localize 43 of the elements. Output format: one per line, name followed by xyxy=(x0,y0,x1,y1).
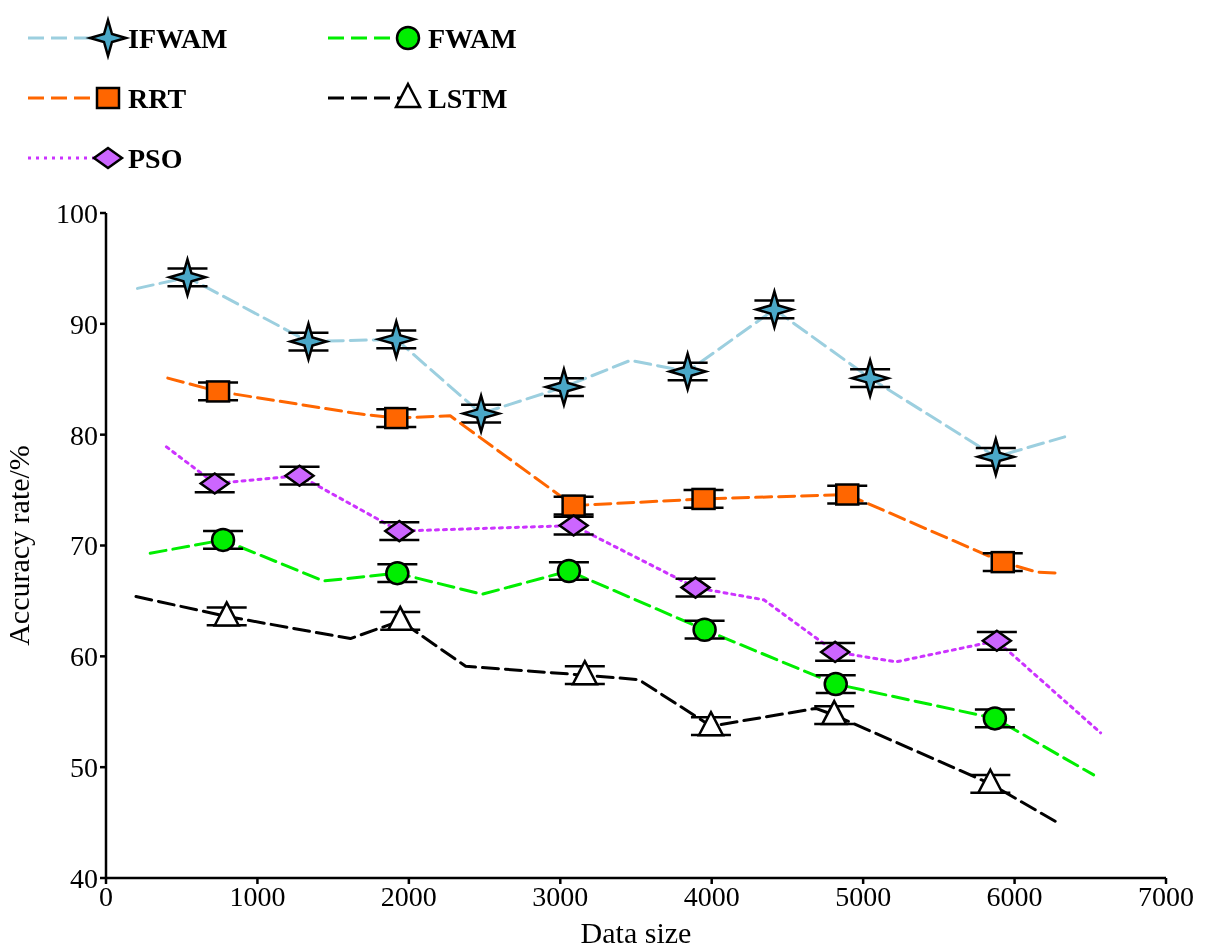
y-tick-label: 40 xyxy=(70,862,98,894)
x-tick-label: 1000 xyxy=(229,880,286,912)
point xyxy=(210,527,236,553)
y-axis-title: Accuracy rate/% xyxy=(1,445,35,646)
point xyxy=(205,380,231,403)
y-tick-label: 70 xyxy=(70,530,98,562)
point xyxy=(384,406,409,430)
line-series xyxy=(164,445,1103,735)
point xyxy=(691,487,716,511)
point xyxy=(680,576,711,599)
y-tick-label: 50 xyxy=(70,752,98,784)
x-tick-label: 0 xyxy=(99,880,113,912)
point xyxy=(385,560,410,586)
x-axis-title: Data size xyxy=(580,916,692,949)
point xyxy=(199,472,230,495)
x-tick-label: 2000 xyxy=(380,880,437,912)
point xyxy=(384,519,415,543)
point xyxy=(692,617,717,642)
x-tick-label: 6000 xyxy=(986,880,1043,912)
point xyxy=(977,768,1004,795)
legend-label: FWAM xyxy=(428,23,517,54)
y-tick-label: 60 xyxy=(70,641,98,673)
y-tick-label: 90 xyxy=(70,308,98,340)
x-tick-label: 5000 xyxy=(835,880,892,912)
point xyxy=(823,671,848,697)
point xyxy=(834,483,860,506)
legend-label: RRT xyxy=(128,83,187,114)
legend-label: PSO xyxy=(128,143,183,174)
point xyxy=(990,550,1016,574)
legend-label: LSTM xyxy=(428,83,508,114)
point xyxy=(982,706,1008,731)
x-tick-label: 4000 xyxy=(683,880,740,912)
point xyxy=(284,464,315,487)
point xyxy=(556,558,582,584)
point xyxy=(819,640,851,664)
y-tick-label: 100 xyxy=(56,197,98,229)
x-tick-label: 7000 xyxy=(1138,880,1194,912)
point xyxy=(558,514,589,537)
y-tick-label: 80 xyxy=(70,419,98,451)
point xyxy=(561,494,586,517)
x-tick-label: 3000 xyxy=(532,880,589,912)
point xyxy=(981,629,1013,653)
legend-label: IFWAM xyxy=(128,23,228,54)
